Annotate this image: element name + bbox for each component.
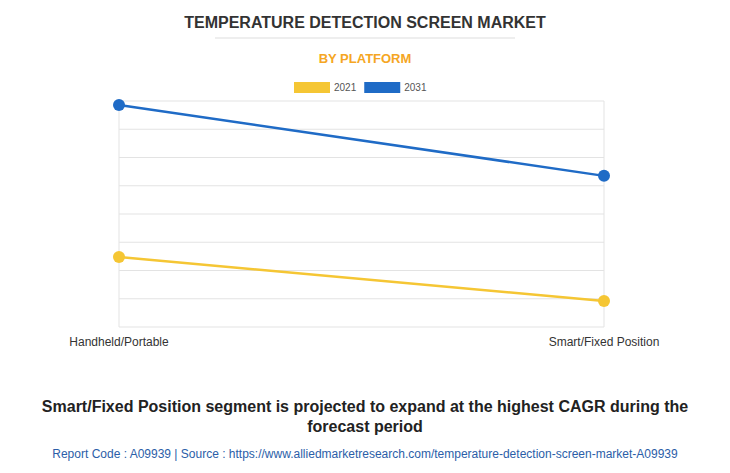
- series-line: [119, 105, 604, 176]
- point: [598, 295, 610, 307]
- grid-line: [119, 327, 604, 328]
- grid-line: [119, 242, 604, 243]
- y-axis: [119, 101, 120, 327]
- point: [598, 170, 610, 182]
- point: [113, 99, 125, 111]
- title: TEMPERATURE DETECTION SCREEN MARKET: [184, 14, 546, 31]
- grid-line: [119, 101, 604, 102]
- title-rule: [215, 38, 515, 39]
- grid-line: [119, 270, 604, 271]
- x-tick-label: Smart/Fixed Position: [549, 335, 660, 349]
- source: Report Code : A09939 | Source : https://…: [52, 447, 678, 461]
- subtitle: BY PLATFORM: [319, 51, 412, 66]
- plot: [113, 99, 610, 307]
- grid-line: [119, 185, 604, 186]
- plot-edge: [604, 101, 605, 327]
- legend-label: 2031: [404, 82, 427, 93]
- grid-line: [119, 157, 604, 158]
- legend-swatch: [294, 82, 330, 93]
- grid-line: [119, 298, 604, 299]
- series-line: [119, 257, 604, 301]
- x-tick-label: Handheld/Portable: [69, 335, 169, 349]
- grid-line: [119, 129, 604, 130]
- caption: Smart/Fixed Position segment is projecte…: [30, 397, 700, 437]
- legend: 2021 2031: [294, 82, 427, 93]
- legend-swatch: [364, 82, 400, 93]
- point: [113, 251, 125, 263]
- grid-line: [119, 214, 604, 215]
- legend-label: 2021: [334, 82, 357, 93]
